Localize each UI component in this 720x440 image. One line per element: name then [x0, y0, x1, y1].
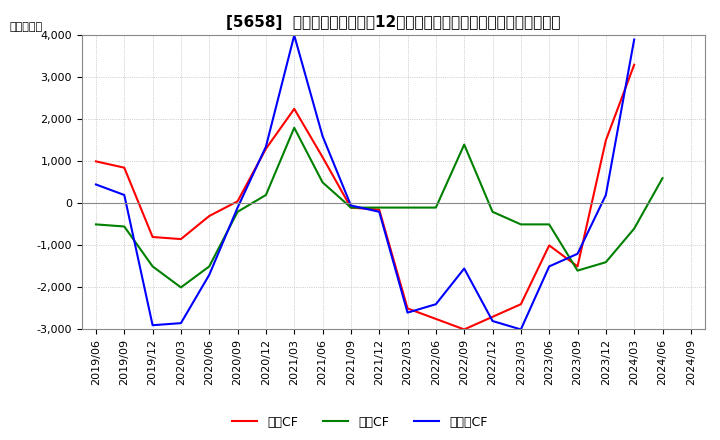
フリーCF — [488, 319, 497, 324]
投資CF — [375, 205, 384, 210]
投資CF — [148, 264, 157, 269]
フリーCF — [516, 327, 525, 332]
投資CF — [545, 222, 554, 227]
投資CF — [403, 205, 412, 210]
フリーCF — [630, 37, 639, 42]
Title: [5658]  キャッシュフローの12か月移動合計の対前年同期増減額の推移: [5658] キャッシュフローの12か月移動合計の対前年同期増減額の推移 — [226, 15, 561, 30]
投資CF — [460, 142, 469, 147]
投資CF — [205, 264, 214, 269]
投資CF — [630, 226, 639, 231]
投資CF — [176, 285, 185, 290]
投資CF — [573, 268, 582, 273]
フリーCF — [460, 266, 469, 271]
Y-axis label: （百万円）: （百万円） — [9, 22, 42, 33]
営業CF — [205, 213, 214, 219]
営業CF — [431, 316, 440, 322]
営業CF — [403, 306, 412, 311]
営業CF — [601, 138, 610, 143]
営業CF — [460, 327, 469, 332]
投資CF — [488, 209, 497, 214]
投資CF — [233, 209, 242, 214]
投資CF — [261, 192, 270, 198]
フリーCF — [233, 205, 242, 210]
フリーCF — [205, 272, 214, 278]
投資CF — [516, 222, 525, 227]
フリーCF — [403, 310, 412, 315]
投資CF — [346, 205, 355, 210]
営業CF — [261, 146, 270, 151]
営業CF — [346, 205, 355, 210]
フリーCF — [176, 320, 185, 326]
フリーCF — [261, 144, 270, 149]
営業CF — [148, 235, 157, 240]
フリーCF — [318, 133, 327, 139]
投資CF — [658, 176, 667, 181]
営業CF — [545, 243, 554, 248]
Line: フリーCF: フリーCF — [96, 35, 634, 330]
フリーCF — [91, 182, 100, 187]
フリーCF — [601, 192, 610, 198]
営業CF — [375, 207, 384, 213]
営業CF — [233, 198, 242, 204]
フリーCF — [148, 323, 157, 328]
営業CF — [91, 159, 100, 164]
投資CF — [431, 205, 440, 210]
Line: 投資CF: 投資CF — [96, 128, 662, 287]
Legend: 営業CF, 投資CF, フリーCF: 営業CF, 投資CF, フリーCF — [228, 411, 492, 434]
Line: 営業CF: 営業CF — [96, 65, 634, 330]
営業CF — [488, 314, 497, 319]
営業CF — [290, 106, 299, 111]
営業CF — [573, 264, 582, 269]
フリーCF — [431, 301, 440, 307]
フリーCF — [573, 251, 582, 257]
営業CF — [318, 154, 327, 160]
投資CF — [601, 260, 610, 265]
営業CF — [630, 62, 639, 67]
営業CF — [516, 301, 525, 307]
フリーCF — [290, 33, 299, 38]
投資CF — [91, 222, 100, 227]
フリーCF — [120, 192, 129, 198]
フリーCF — [346, 203, 355, 208]
フリーCF — [375, 209, 384, 214]
営業CF — [176, 236, 185, 242]
営業CF — [120, 165, 129, 170]
投資CF — [318, 180, 327, 185]
フリーCF — [545, 264, 554, 269]
投資CF — [120, 224, 129, 229]
投資CF — [290, 125, 299, 130]
